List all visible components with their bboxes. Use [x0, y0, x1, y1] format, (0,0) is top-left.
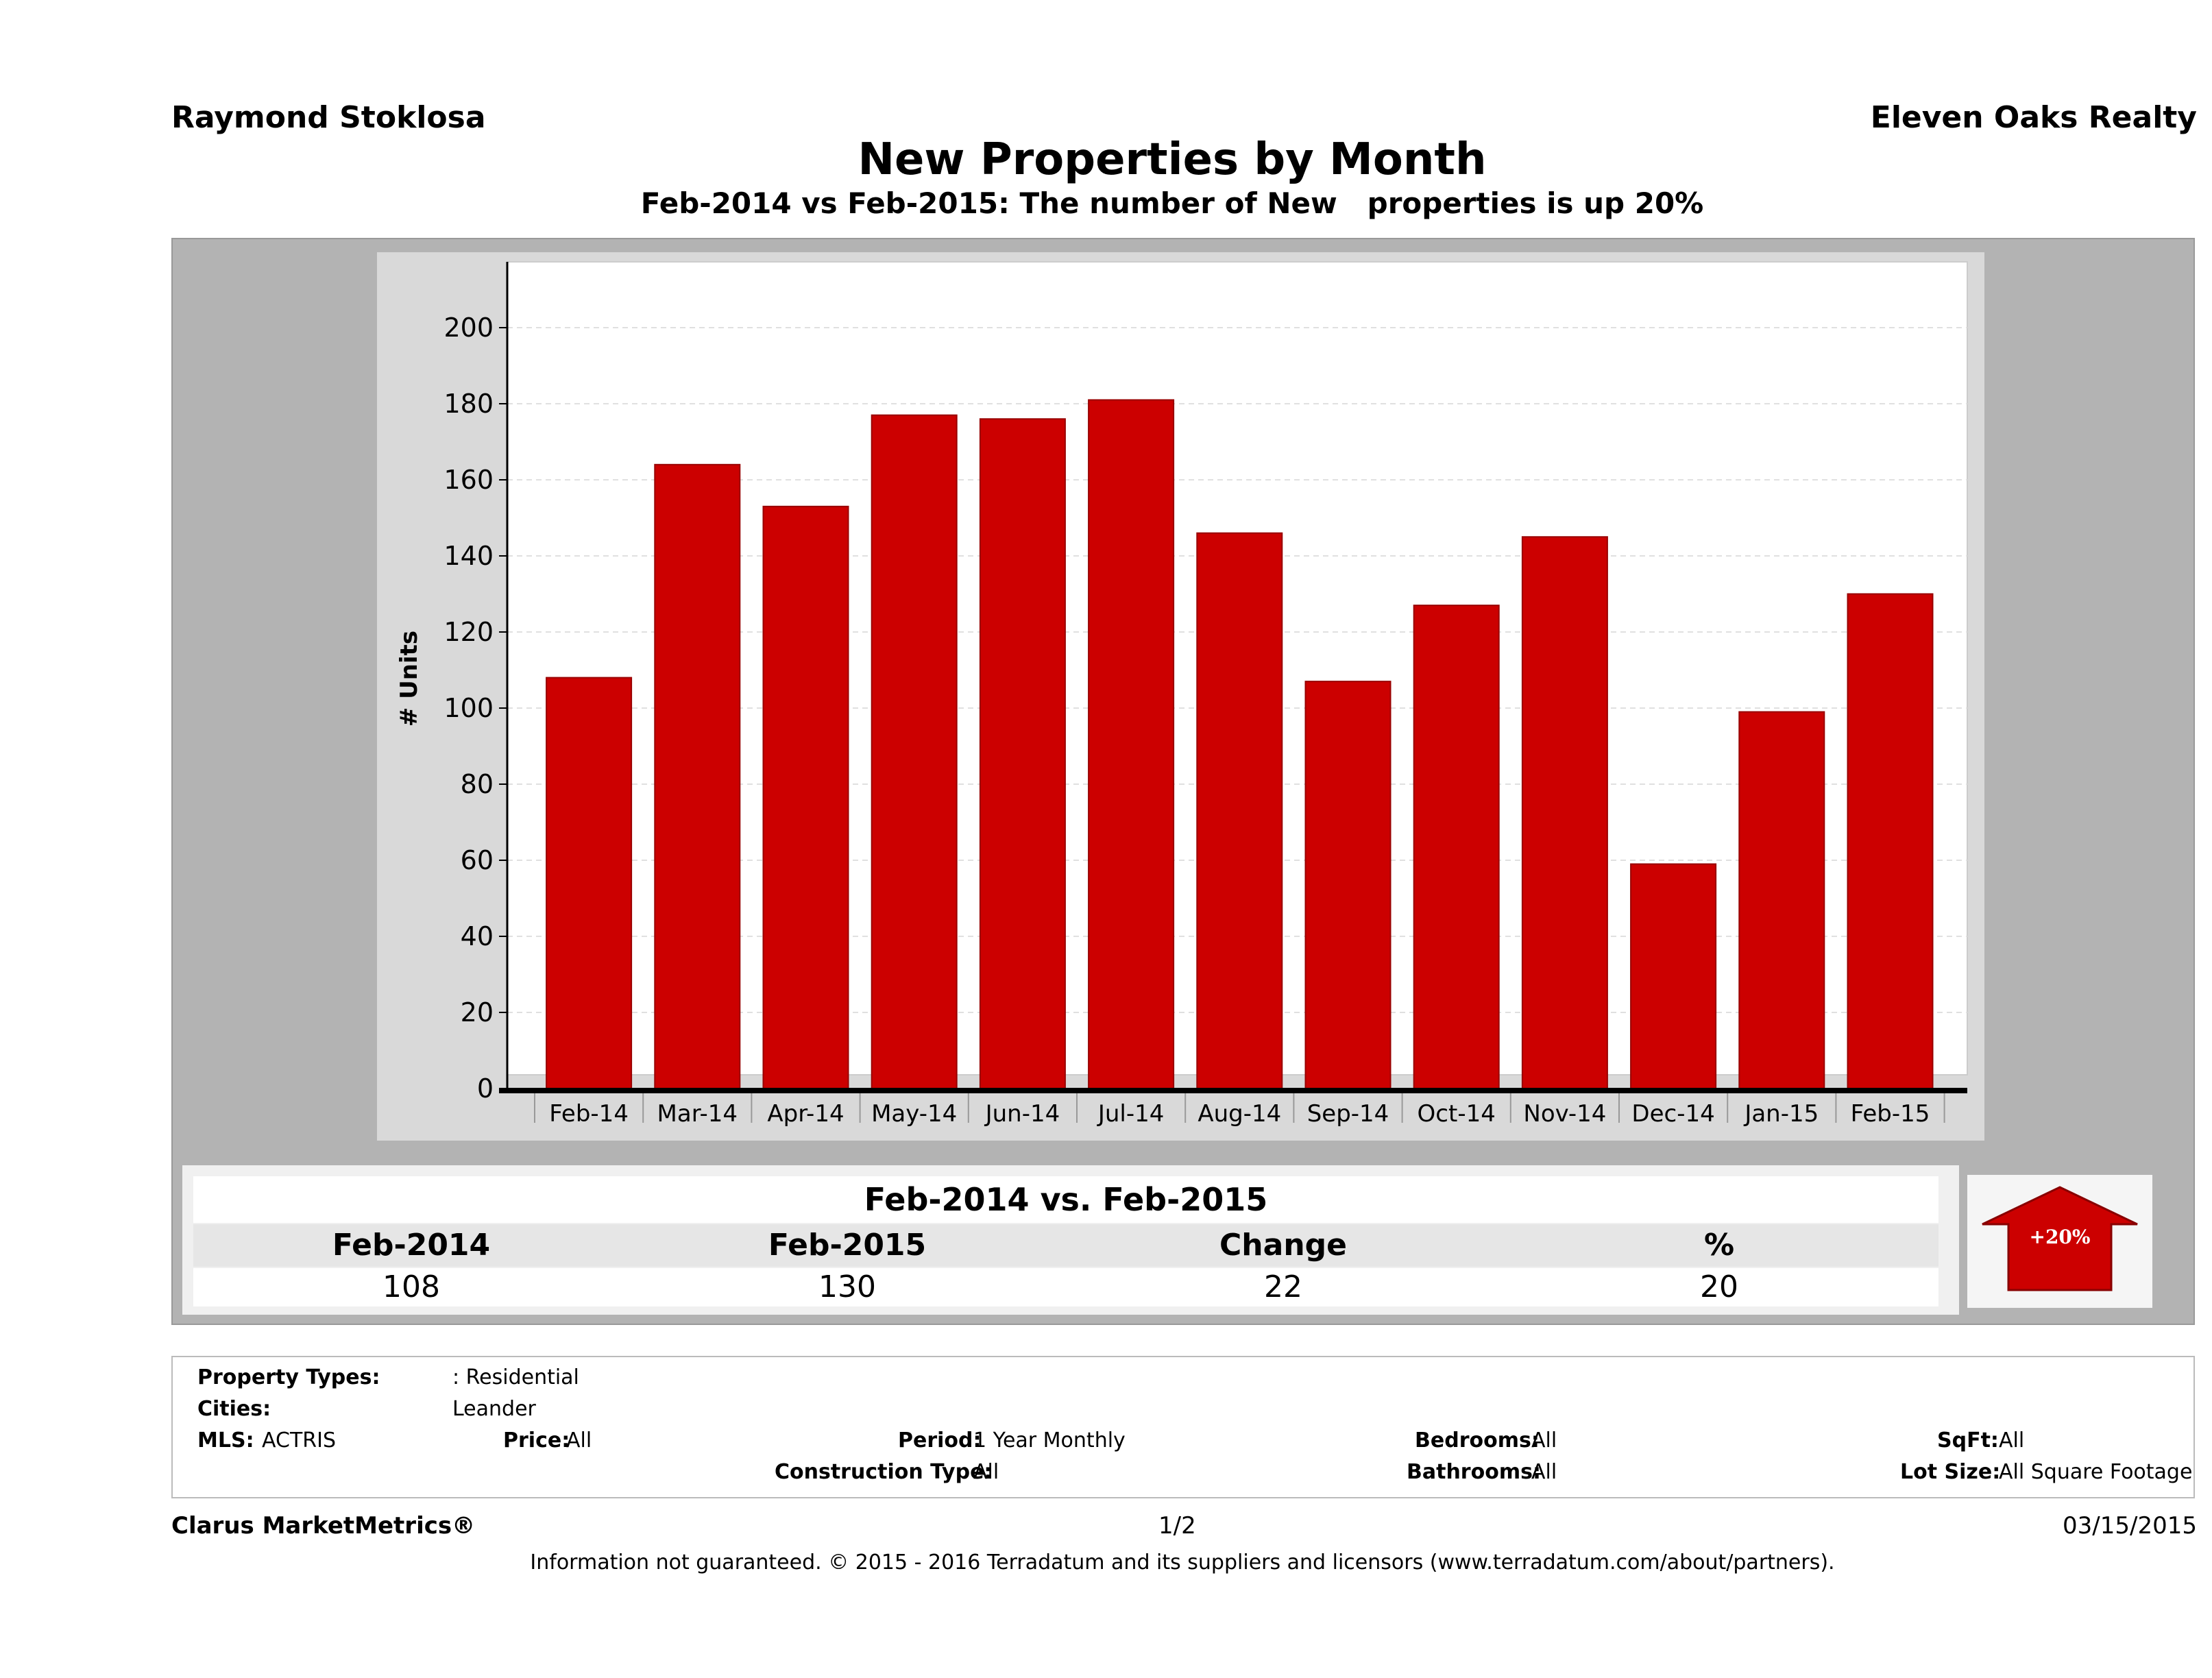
- y-tick-label: 160: [443, 465, 494, 495]
- col-header-change: Change: [1219, 1228, 1347, 1263]
- bar-oct-14: [1413, 605, 1500, 1089]
- axes: 0 20 40 60 80 100 120 140 160 180 200 Feb-14 Mar-14 A…: [443, 262, 1967, 1128]
- col-header-percent: %: [1703, 1228, 1735, 1263]
- comparison-header-row: [193, 1224, 1938, 1267]
- x-tick-label: Mar-14: [657, 1100, 738, 1128]
- bar-feb-15: [1847, 593, 1934, 1089]
- x-tick-label: Dec-14: [1631, 1100, 1714, 1128]
- agent-name: Raymond Stoklosa: [171, 100, 486, 135]
- price-label: Price:: [503, 1428, 570, 1452]
- period-label: Period:: [898, 1428, 982, 1452]
- chart-title: New Properties by Month: [858, 134, 1487, 185]
- x-tick-label: Jul-14: [1097, 1100, 1165, 1128]
- period-value: 1 Year Monthly: [973, 1428, 1126, 1452]
- y-tick-label: 100: [443, 693, 494, 723]
- x-tick-label: Aug-14: [1198, 1100, 1281, 1128]
- x-tick-label: Oct-14: [1418, 1100, 1496, 1128]
- y-tick-label: 120: [443, 617, 494, 647]
- bar-jul-14: [1088, 399, 1175, 1089]
- up-arrow-icon: +20%: [1982, 1186, 2138, 1291]
- footer-brand: Clarus MarketMetrics®: [171, 1512, 476, 1540]
- cities-label: Cities:: [197, 1397, 271, 1421]
- x-tick-label: Apr-14: [767, 1100, 844, 1128]
- bar-may-14: [871, 414, 958, 1089]
- y-axis-label: # Units: [396, 631, 423, 727]
- value-change: 22: [1264, 1269, 1302, 1304]
- x-tick-label: Sep-14: [1307, 1100, 1389, 1128]
- filter-details: [171, 1356, 2195, 1498]
- x-tick-label: May-14: [871, 1100, 957, 1128]
- y-tick-label: 80: [461, 769, 494, 799]
- bathrooms-label: Bathrooms:: [1407, 1460, 1541, 1484]
- bedrooms-value: All: [1531, 1428, 1557, 1452]
- x-tick-label: Jun-14: [984, 1100, 1060, 1128]
- bar-nov-14: [1521, 536, 1608, 1089]
- value-percent: 20: [1700, 1269, 1738, 1304]
- property-types-label: Property Types:: [197, 1365, 380, 1389]
- page-number: 1/2: [1158, 1512, 1196, 1540]
- mls-label: MLS:: [197, 1428, 254, 1452]
- y-tick-label: 140: [443, 541, 494, 571]
- x-tick-label: Feb-15: [1851, 1100, 1930, 1128]
- bar-chart: 0 20 40 60 80 100 120 140 160 180 200 Feb-14 Mar-14 A…: [396, 261, 1968, 1128]
- comparison-title: Feb-2014 vs. Feb-2015: [193, 1176, 1938, 1223]
- bars: [546, 399, 1934, 1090]
- y-tick-label: 20: [461, 997, 494, 1028]
- sqft-value: All: [1999, 1428, 2025, 1452]
- bar-jun-14: [979, 418, 1066, 1089]
- chart-subtitle: Feb-2014 vs Feb-2015: The number of New …: [640, 186, 1704, 220]
- cities-value: Leander: [452, 1397, 536, 1421]
- property-types-value: : Residential: [452, 1365, 579, 1389]
- value-start: 108: [382, 1269, 440, 1304]
- construction-label: Construction Type:: [775, 1460, 993, 1484]
- mls-value: ACTRIS: [262, 1428, 337, 1452]
- brokerage-name: Eleven Oaks Realty: [1870, 100, 2197, 135]
- disclaimer: Information not guaranteed. © 2015 - 201…: [530, 1551, 1835, 1574]
- lot-size-value: All Square Footage: [1999, 1460, 2193, 1484]
- y-tick-label: 0: [477, 1073, 494, 1104]
- construction-value: All: [973, 1460, 999, 1484]
- y-tick-label: 60: [461, 845, 494, 875]
- bar-feb-14: [546, 677, 633, 1089]
- x-tick-label: Nov-14: [1523, 1100, 1606, 1128]
- bar-aug-14: [1196, 532, 1283, 1089]
- value-end: 130: [818, 1269, 876, 1304]
- bar-jan-15: [1738, 711, 1825, 1089]
- bar-sep-14: [1304, 681, 1391, 1089]
- change-badge-label: +20%: [2029, 1226, 2090, 1248]
- bar-dec-14: [1630, 863, 1717, 1089]
- sqft-label: SqFt:: [1937, 1428, 1999, 1452]
- col-header-end: Feb-2015: [768, 1228, 927, 1263]
- y-tick-label: 40: [461, 921, 494, 951]
- bedrooms-label: Bedrooms:: [1415, 1428, 1540, 1452]
- y-tick-label: 200: [443, 313, 494, 343]
- comparison-value-row: [193, 1268, 1938, 1306]
- bathrooms-value: All: [1531, 1460, 1557, 1484]
- bar-apr-14: [762, 505, 849, 1090]
- x-tick-label: Jan-15: [1743, 1100, 1819, 1128]
- bar-mar-14: [654, 463, 741, 1089]
- x-tick-label: Feb-14: [549, 1100, 629, 1128]
- price-value: All: [566, 1428, 592, 1452]
- y-tick-label: 180: [443, 389, 494, 419]
- change-badge-box: +20%: [1967, 1175, 2152, 1308]
- lot-size-label: Lot Size:: [1900, 1460, 2001, 1484]
- report-date: 03/15/2015: [2063, 1512, 2197, 1540]
- col-header-start: Feb-2014: [332, 1228, 491, 1263]
